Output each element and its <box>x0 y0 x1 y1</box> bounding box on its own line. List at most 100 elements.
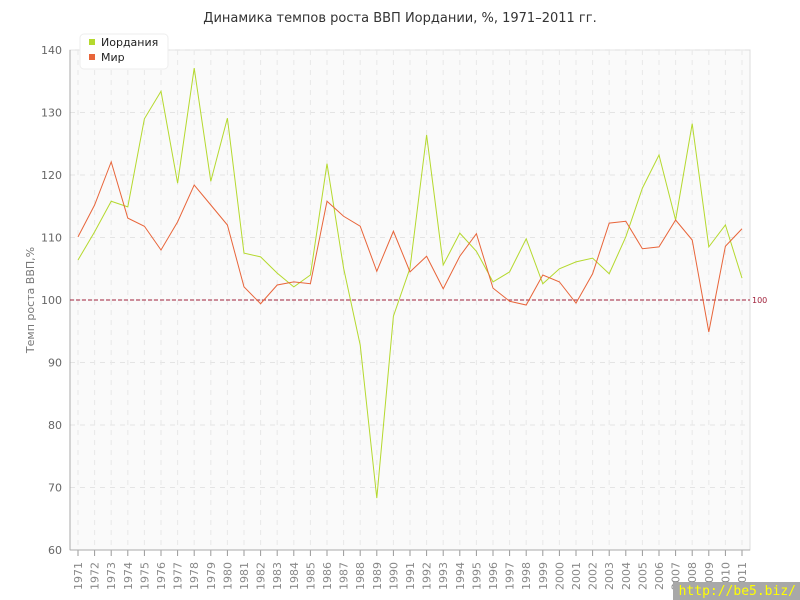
x-tick-label: 1977 <box>172 562 185 590</box>
data-point <box>724 224 726 226</box>
data-point <box>708 246 710 248</box>
data-point <box>641 248 643 250</box>
y-tick-label: 100 <box>41 294 62 307</box>
data-point <box>94 204 96 206</box>
data-point <box>326 163 328 165</box>
x-tick-label: 1995 <box>470 562 483 590</box>
data-point <box>260 303 262 305</box>
x-tick-label: 2006 <box>653 562 666 590</box>
x-tick-label: 1996 <box>487 562 500 590</box>
data-point <box>260 256 262 258</box>
series-jordan <box>77 67 743 499</box>
data-point <box>459 255 461 257</box>
data-point <box>343 215 345 217</box>
legend-swatch <box>89 39 95 45</box>
data-point <box>127 206 129 208</box>
x-tick-label: 2000 <box>553 562 566 590</box>
x-tick-label: 1985 <box>304 562 317 590</box>
data-point <box>475 233 477 235</box>
legend-label: Мир <box>101 51 125 64</box>
data-point <box>376 270 378 272</box>
x-tick-label: 1979 <box>205 562 218 590</box>
watermark: http://be5.biz/ <box>672 582 800 600</box>
data-point <box>741 228 743 230</box>
data-point <box>392 315 394 317</box>
data-point <box>442 288 444 290</box>
data-point <box>641 187 643 189</box>
x-tick-label: 1997 <box>504 562 517 590</box>
data-point <box>77 236 79 238</box>
x-tick-label: 1971 <box>72 562 85 590</box>
data-point <box>359 344 361 346</box>
data-point <box>675 219 677 221</box>
x-tick-label: 1993 <box>437 562 450 590</box>
data-point <box>492 287 494 289</box>
data-point <box>110 161 112 163</box>
data-point <box>525 238 527 240</box>
data-point <box>592 273 594 275</box>
data-point <box>243 252 245 254</box>
x-tick-label: 1984 <box>288 562 301 590</box>
y-tick-label: 110 <box>41 232 62 245</box>
data-point <box>409 271 411 273</box>
data-point <box>392 230 394 232</box>
data-point <box>525 304 527 306</box>
data-point <box>558 268 560 270</box>
data-point <box>309 274 311 276</box>
x-tick-label: 2002 <box>587 562 600 590</box>
data-point <box>708 331 710 333</box>
data-point <box>625 220 627 222</box>
data-point <box>575 302 577 304</box>
x-tick-label: 2001 <box>570 562 583 590</box>
data-point <box>426 255 428 257</box>
data-point <box>226 117 228 119</box>
data-point <box>193 184 195 186</box>
x-tick-label: 2004 <box>620 562 633 590</box>
data-point <box>77 259 79 261</box>
series-world <box>77 160 743 333</box>
data-point <box>143 225 145 227</box>
data-point <box>509 300 511 302</box>
data-point <box>326 200 328 202</box>
data-point <box>658 154 660 156</box>
data-point <box>741 277 743 279</box>
x-tick-label: 1973 <box>105 562 118 590</box>
data-point <box>409 267 411 269</box>
chart-title: Динамика темпов роста ВВП Иордании, %, 1… <box>203 11 596 26</box>
data-point <box>210 180 212 182</box>
legend: Иордания Мир <box>79 33 169 70</box>
data-point <box>592 257 594 259</box>
data-point <box>343 267 345 269</box>
data-point <box>575 261 577 263</box>
data-point <box>160 90 162 92</box>
x-tick-label: 1972 <box>89 562 102 590</box>
data-point <box>558 281 560 283</box>
data-point <box>426 134 428 136</box>
data-point <box>542 283 544 285</box>
data-point <box>160 249 162 251</box>
data-point <box>210 204 212 206</box>
data-point <box>442 264 444 266</box>
y-tick-label: 80 <box>48 419 62 432</box>
y-axis-label: Темп роста ВВП,% <box>24 247 37 354</box>
y-tick-label: 70 <box>48 482 62 495</box>
data-point <box>127 217 129 219</box>
x-tick-label: 1989 <box>371 562 384 590</box>
data-point <box>193 67 195 69</box>
x-tick-label: 1986 <box>321 562 334 590</box>
x-tick-label: 1983 <box>271 562 284 590</box>
x-tick-label: 1976 <box>155 562 168 590</box>
legend-box <box>79 33 169 70</box>
y-tick-label: 60 <box>48 544 62 557</box>
data-point <box>94 231 96 233</box>
data-point <box>376 497 378 499</box>
data-point <box>110 200 112 202</box>
legend-swatch <box>89 54 95 60</box>
x-tick-label: 1994 <box>454 562 467 590</box>
data-point <box>177 221 179 223</box>
x-tick-label: 1975 <box>138 562 151 590</box>
y-tick-label: 120 <box>41 169 62 182</box>
data-point <box>542 274 544 276</box>
x-tick-label: 1980 <box>221 562 234 590</box>
data-point <box>293 286 295 288</box>
